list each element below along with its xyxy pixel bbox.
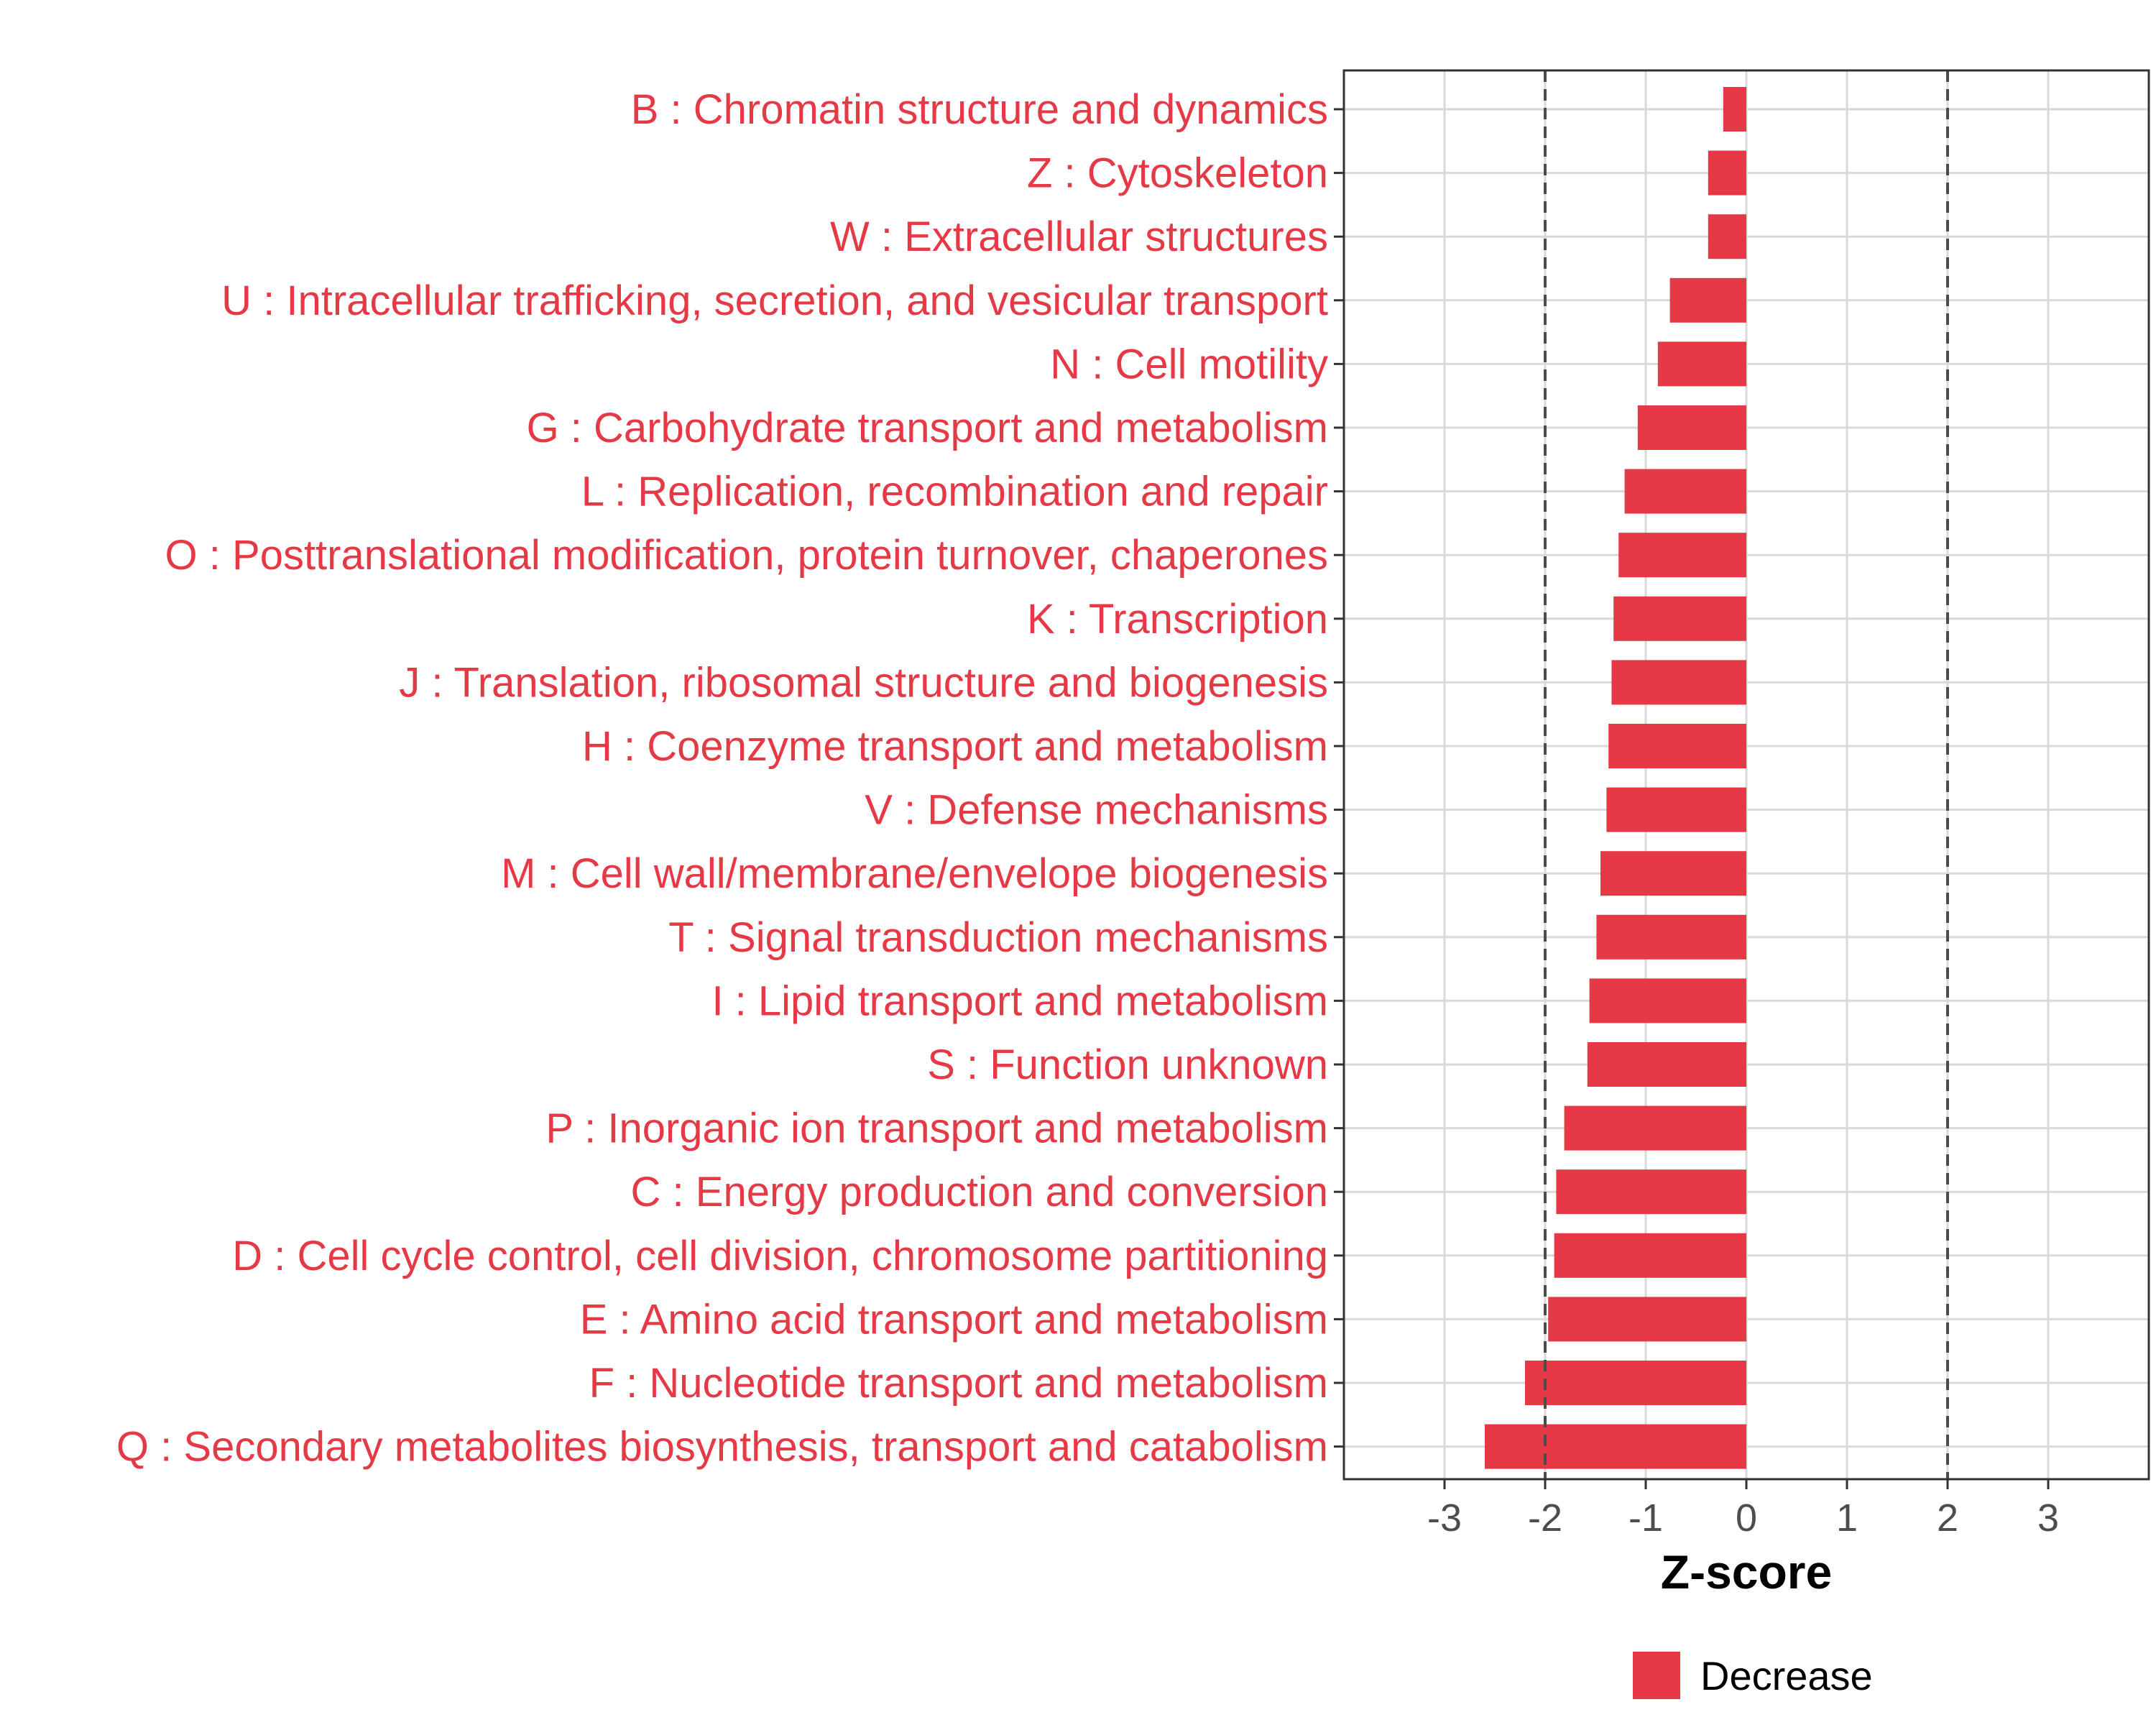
- category-label-S: S : Function unknown: [927, 1041, 1328, 1088]
- bar-E: [1548, 1297, 1746, 1342]
- bar-O: [1618, 533, 1746, 578]
- category-label-P: P : Inorganic ion transport and metaboli…: [545, 1105, 1328, 1152]
- bar-U: [1669, 277, 1746, 323]
- category-label-D: D : Cell cycle control, cell division, c…: [232, 1233, 1328, 1279]
- bar-T: [1596, 914, 1746, 960]
- category-label-K: K : Transcription: [1027, 596, 1328, 643]
- x-tick-label--2: -2: [1528, 1496, 1562, 1540]
- category-label-B: B : Chromatin structure and dynamics: [631, 86, 1328, 133]
- x-axis-title: Z-score: [1661, 1545, 1832, 1598]
- category-label-F: F : Nucleotide transport and metabolism: [589, 1360, 1328, 1407]
- reference-lines: [1544, 70, 1949, 1479]
- category-label-H: H : Coenzyme transport and metabolism: [582, 723, 1328, 770]
- category-label-Q: Q : Secondary metabolites biosynthesis, …: [116, 1424, 1328, 1471]
- category-label-U: U : Intracellular trafficking, secretion…: [221, 277, 1328, 324]
- bar-N: [1657, 341, 1746, 387]
- legend-swatch-decrease: [1633, 1652, 1680, 1699]
- legend-label-decrease: Decrease: [1700, 1653, 1873, 1698]
- bar-J: [1611, 660, 1746, 705]
- category-label-V: V : Defense mechanisms: [865, 787, 1328, 834]
- category-label-W: W : Extracellular structures: [830, 213, 1328, 260]
- bar-F: [1525, 1361, 1746, 1405]
- bar-H: [1608, 724, 1746, 768]
- x-tick-label--3: -3: [1427, 1496, 1462, 1540]
- bar-K: [1613, 596, 1746, 641]
- bar-W: [1708, 214, 1746, 259]
- bar-Z: [1708, 150, 1746, 196]
- y-axis-ticks: [1334, 108, 1344, 1448]
- bar-C: [1556, 1169, 1746, 1215]
- bar-Q: [1485, 1424, 1746, 1469]
- category-label-J: J : Translation, ribosomal structure and…: [399, 659, 1328, 706]
- x-tick-label-1: 1: [1836, 1496, 1858, 1540]
- category-label-N: N : Cell motility: [1050, 341, 1328, 387]
- category-label-Z: Z : Cytoskeleton: [1027, 150, 1328, 197]
- category-label-G: G : Carbohydrate transport and metabolis…: [527, 405, 1328, 451]
- x-tick-label--1: -1: [1628, 1496, 1663, 1540]
- x-tick-label-0: 0: [1736, 1496, 1757, 1540]
- bar-G: [1637, 405, 1746, 450]
- category-label-E: E : Amino acid transport and metabolism: [580, 1296, 1328, 1343]
- bar-V: [1606, 787, 1746, 832]
- bar-B: [1723, 87, 1746, 132]
- category-label-M: M : Cell wall/membrane/envelope biogenes…: [501, 850, 1328, 897]
- bar-L: [1624, 469, 1746, 514]
- category-label-I: I : Lipid transport and metabolism: [711, 978, 1328, 1024]
- category-label-O: O : Posttranslational modification, prot…: [165, 532, 1328, 579]
- bar-S: [1587, 1042, 1746, 1087]
- bar-P: [1564, 1105, 1746, 1151]
- category-label-T: T : Signal transduction mechanisms: [668, 914, 1328, 961]
- category-labels: B : Chromatin structure and dynamics Z : …: [116, 86, 1328, 1471]
- category-label-L: L : Replication, recombination and repai…: [581, 469, 1328, 515]
- bar-layer: [1485, 87, 1746, 1469]
- bar-M: [1600, 851, 1746, 896]
- bar-D: [1554, 1233, 1746, 1278]
- legend: Decrease: [1633, 1652, 1873, 1699]
- bar-I: [1589, 978, 1746, 1024]
- category-label-C: C : Energy production and conversion: [631, 1169, 1328, 1215]
- x-axis-ticks: -3 -2 -1 0 1 2 3: [1427, 1479, 2059, 1540]
- x-tick-label-2: 2: [1937, 1496, 1958, 1540]
- x-tick-label-3: 3: [2037, 1496, 2059, 1540]
